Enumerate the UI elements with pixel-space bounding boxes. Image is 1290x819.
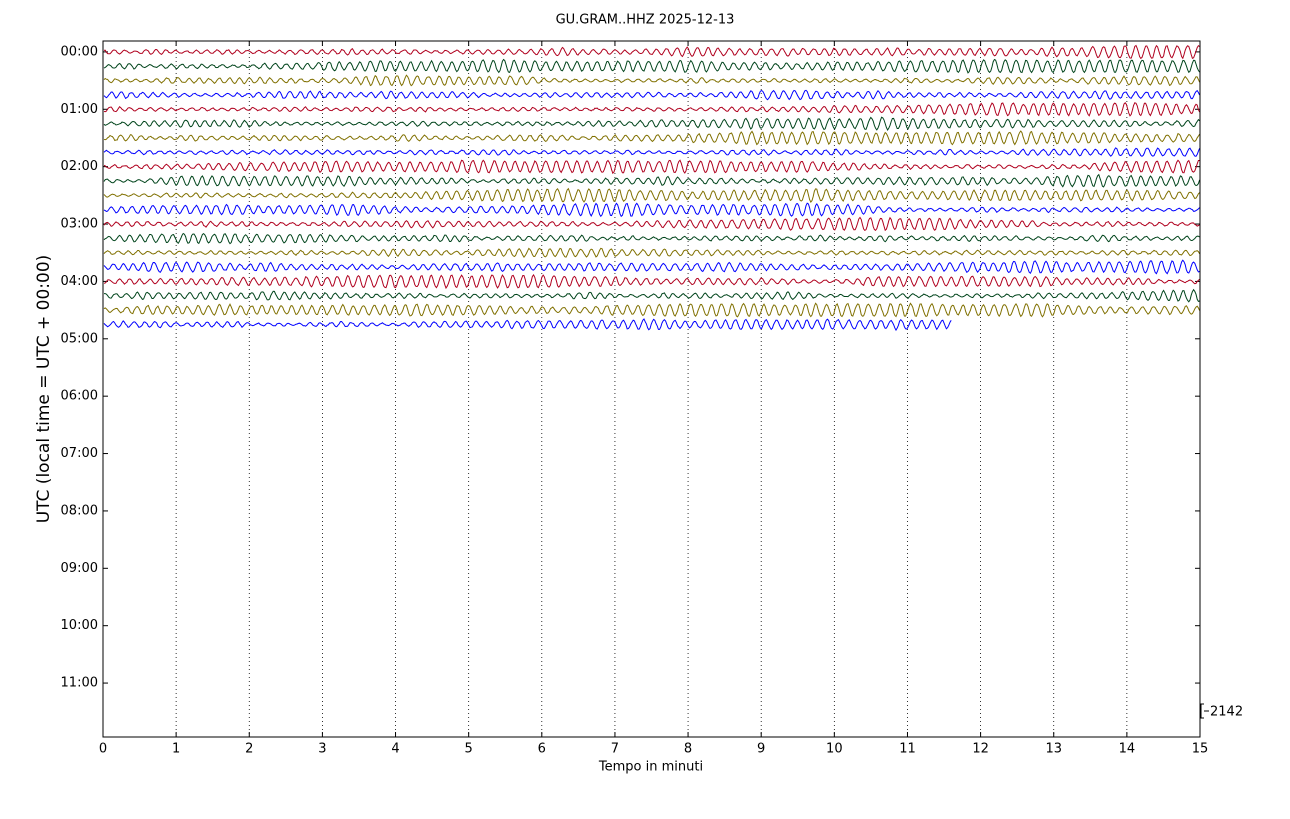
y-tick-label: 09:00 xyxy=(61,561,98,576)
x-tick-label: 12 xyxy=(972,742,989,757)
traces xyxy=(103,44,1201,332)
trace xyxy=(103,232,1200,245)
trace xyxy=(103,44,1200,60)
trace xyxy=(103,173,1201,188)
x-tick-label: 6 xyxy=(538,742,546,757)
trace xyxy=(103,130,1201,146)
y-tick-label: 11:00 xyxy=(61,676,98,691)
trace xyxy=(103,247,1201,258)
trace xyxy=(103,202,1200,218)
plot-frame xyxy=(102,40,1201,738)
x-tick-label: 15 xyxy=(1192,742,1209,757)
trace xyxy=(104,288,1200,303)
x-tick-label: 2 xyxy=(245,742,253,757)
x-tick-label: 0 xyxy=(99,742,107,757)
x-tick-label: 10 xyxy=(826,742,843,757)
x-tick-label: 14 xyxy=(1119,742,1136,757)
trace xyxy=(103,89,1201,101)
x-tick-label: 1 xyxy=(172,742,180,757)
x-tick-label: 4 xyxy=(391,742,399,757)
trace xyxy=(103,302,1201,318)
y-tick-label: 10:00 xyxy=(61,618,98,633)
x-tick-label: 5 xyxy=(465,742,473,757)
trace xyxy=(103,259,1200,275)
scale-bar xyxy=(1200,703,1209,719)
trace xyxy=(103,216,1200,232)
trace xyxy=(103,102,1201,117)
trace xyxy=(103,58,1201,74)
y-axis-label: UTC (local time = UTC + 00:00) xyxy=(34,255,54,524)
trace xyxy=(103,74,1201,87)
y-tick-label: 07:00 xyxy=(61,446,98,461)
x-tick-label: 3 xyxy=(318,742,326,757)
y-tick-label: 06:00 xyxy=(61,389,98,404)
x-tick-label: 11 xyxy=(899,742,916,757)
trace xyxy=(103,273,1200,290)
x-tick-label: 8 xyxy=(684,742,692,757)
trace xyxy=(103,159,1200,175)
trace xyxy=(103,187,1200,204)
y-tick-label: 08:00 xyxy=(61,503,98,518)
x-tick-label: 9 xyxy=(757,742,765,757)
y-tick-label: 05:00 xyxy=(61,331,98,346)
trace xyxy=(103,116,1200,132)
x-tick-label: 13 xyxy=(1045,742,1062,757)
y-tick-label: 01:00 xyxy=(61,102,98,117)
y-tick-label: 02:00 xyxy=(61,159,98,174)
y-tick-label: 04:00 xyxy=(61,274,98,289)
grid xyxy=(102,41,1201,737)
scale-label: 2142 xyxy=(1210,705,1243,720)
x-tick-label: 7 xyxy=(611,742,619,757)
y-tick-label: 00:00 xyxy=(61,44,98,59)
x-axis-label: Tempo in minuti xyxy=(598,760,703,775)
chart-title: GU.GRAM..HHZ 2025-12-13 xyxy=(556,13,735,28)
y-tick-label: 03:00 xyxy=(61,217,98,232)
trace xyxy=(103,318,952,332)
trace xyxy=(103,147,1201,157)
